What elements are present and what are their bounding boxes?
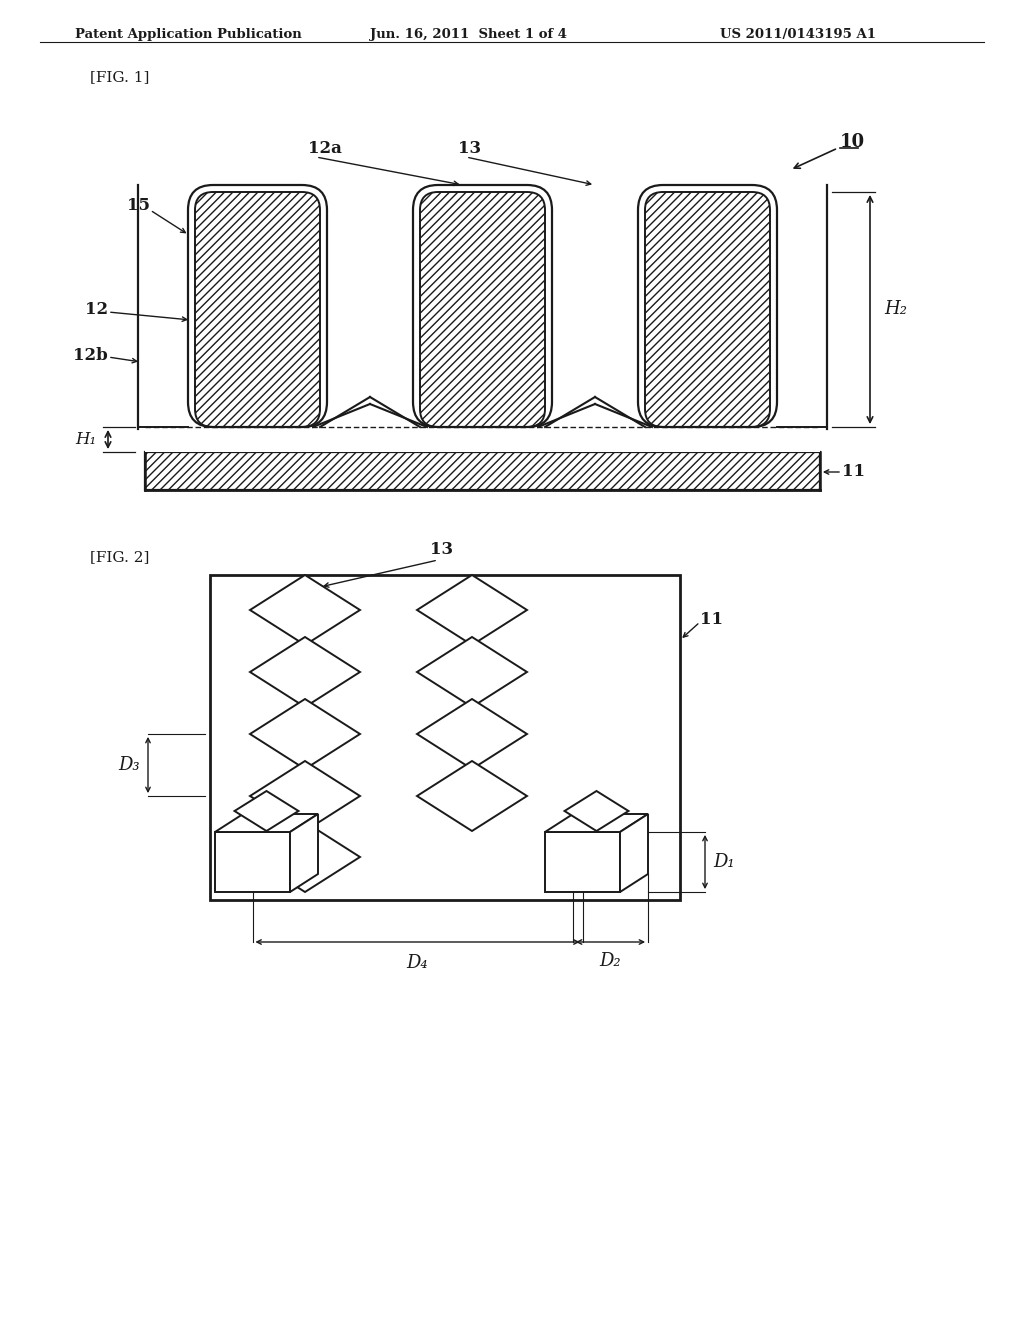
FancyBboxPatch shape: [645, 191, 770, 426]
Polygon shape: [417, 762, 527, 832]
Polygon shape: [250, 638, 360, 708]
Polygon shape: [290, 814, 318, 892]
Text: H₁: H₁: [75, 432, 96, 447]
Text: 12: 12: [85, 301, 108, 318]
Bar: [145, 451, 820, 490]
Polygon shape: [250, 576, 360, 645]
Polygon shape: [417, 638, 527, 708]
Text: 15: 15: [127, 197, 150, 214]
Polygon shape: [215, 814, 318, 832]
Text: 12b: 12b: [74, 346, 108, 363]
Polygon shape: [417, 700, 527, 770]
Text: 10: 10: [840, 133, 865, 150]
Polygon shape: [620, 814, 648, 892]
Bar: [145, 426, 820, 451]
Text: 12a: 12a: [308, 140, 342, 157]
Bar: [145, 451, 820, 490]
Polygon shape: [564, 791, 629, 832]
Polygon shape: [215, 832, 290, 892]
Text: 13: 13: [458, 140, 481, 157]
Polygon shape: [234, 791, 299, 832]
Text: D₃: D₃: [119, 756, 140, 774]
Text: [FIG. 1]: [FIG. 1]: [90, 70, 150, 84]
Text: D₄: D₄: [407, 954, 428, 972]
Text: D₂: D₂: [600, 952, 622, 970]
Text: [FIG. 2]: [FIG. 2]: [90, 550, 150, 564]
Bar: [210, 576, 680, 900]
Text: US 2011/0143195 A1: US 2011/0143195 A1: [720, 28, 876, 41]
Text: Patent Application Publication: Patent Application Publication: [75, 28, 302, 41]
Polygon shape: [417, 576, 527, 645]
Text: Jun. 16, 2011  Sheet 1 of 4: Jun. 16, 2011 Sheet 1 of 4: [370, 28, 567, 41]
Text: 13: 13: [430, 541, 454, 558]
Polygon shape: [250, 822, 360, 892]
Text: 11: 11: [842, 463, 865, 480]
Polygon shape: [545, 814, 648, 832]
Polygon shape: [250, 700, 360, 770]
Polygon shape: [250, 762, 360, 832]
Text: 11: 11: [700, 611, 723, 628]
Text: D₁: D₁: [713, 853, 734, 871]
Polygon shape: [545, 832, 620, 892]
Text: H₂: H₂: [884, 301, 907, 318]
FancyBboxPatch shape: [420, 191, 545, 426]
FancyBboxPatch shape: [195, 191, 319, 426]
